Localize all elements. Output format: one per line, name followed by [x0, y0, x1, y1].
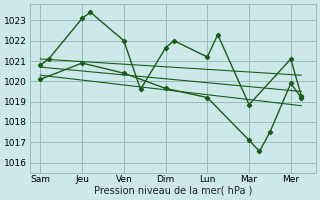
X-axis label: Pression niveau de la mer( hPa ): Pression niveau de la mer( hPa ) — [94, 186, 252, 196]
